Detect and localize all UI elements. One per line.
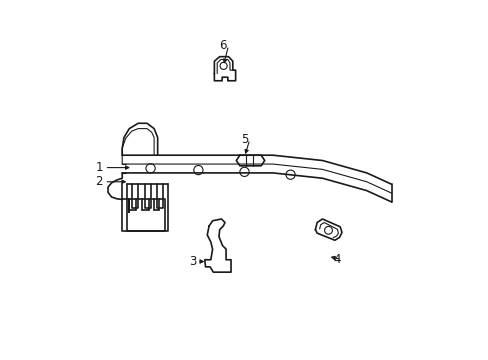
- Text: 4: 4: [332, 253, 340, 266]
- Text: 1: 1: [95, 161, 102, 174]
- Text: 5: 5: [240, 133, 248, 146]
- Text: 6: 6: [219, 39, 226, 52]
- Text: 2: 2: [95, 175, 102, 188]
- Text: 3: 3: [189, 255, 196, 268]
